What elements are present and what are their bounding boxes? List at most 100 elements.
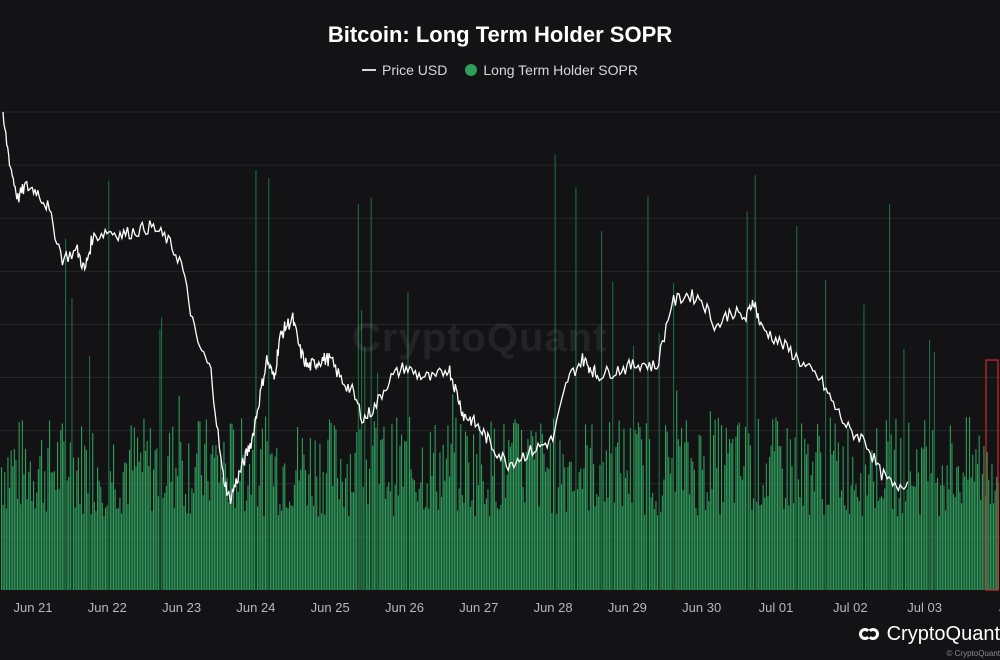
sopr-bar [444, 480, 446, 590]
sopr-bar [52, 472, 54, 590]
sopr-bar [433, 452, 435, 590]
sopr-bar [229, 423, 231, 590]
sopr-bar [77, 457, 79, 590]
sopr-bar [114, 489, 116, 590]
sopr-bar [572, 491, 574, 590]
sopr-bar [530, 430, 532, 590]
sopr-bar [233, 429, 235, 590]
sopr-bar [223, 441, 225, 590]
sopr-bar [319, 443, 321, 590]
sopr-bar [612, 281, 614, 590]
sopr-bar [33, 481, 35, 590]
sopr-bar [521, 429, 523, 590]
sopr-bar [20, 504, 22, 590]
sopr-bar [881, 496, 883, 590]
sopr-bar [561, 484, 563, 590]
sopr-bar [724, 465, 726, 590]
sopr-bar [47, 448, 49, 590]
sopr-bar [85, 450, 87, 590]
sopr-bar [500, 504, 502, 590]
sopr-bar [397, 495, 399, 590]
sopr-bar [386, 486, 388, 590]
sopr-bar [5, 508, 7, 590]
sopr-bar [375, 427, 377, 590]
sopr-bar [599, 464, 601, 590]
sopr-bar [540, 423, 542, 590]
sopr-bar [956, 467, 958, 590]
sopr-bar [167, 456, 169, 590]
sopr-bar [301, 438, 303, 590]
legend-item-sopr[interactable]: Long Term Holder SOPR [465, 62, 638, 78]
sopr-bar [898, 498, 900, 590]
sopr-bar [231, 423, 233, 590]
sopr-bar [962, 472, 964, 590]
sopr-bar [940, 485, 942, 590]
sopr-bar [801, 423, 803, 590]
sopr-bar [159, 329, 161, 590]
sopr-bar [295, 470, 297, 590]
sopr-bar [429, 432, 431, 590]
sopr-bar [119, 497, 121, 590]
sopr-bar [369, 468, 371, 590]
sopr-bar [524, 502, 526, 590]
sopr-bar [194, 467, 196, 590]
sopr-bar [303, 454, 305, 590]
sopr-bar [700, 436, 702, 590]
sopr-bar [833, 450, 835, 590]
sopr-bar [890, 434, 892, 590]
x-tick-label: Jun 22 [88, 600, 127, 615]
sopr-bar [996, 476, 998, 590]
sopr-bar [781, 468, 783, 590]
sopr-bar [626, 470, 628, 590]
sopr-bar [469, 506, 471, 590]
sopr-bar [460, 424, 462, 590]
sopr-bar [407, 292, 409, 590]
sopr-bar [860, 473, 862, 590]
sopr-bar [257, 506, 259, 590]
sopr-bar [201, 475, 203, 590]
sopr-bar [285, 507, 287, 590]
sopr-bar [474, 516, 476, 590]
sopr-bar [401, 434, 403, 590]
sopr-bar [25, 448, 27, 590]
legend-dot-icon [465, 64, 478, 76]
sopr-bar [517, 423, 519, 590]
sopr-bar [546, 467, 548, 590]
sopr-bar [709, 411, 711, 590]
sopr-bar [180, 442, 182, 590]
sopr-bar [196, 453, 198, 590]
sopr-bar [929, 339, 931, 590]
sopr-bar [431, 475, 433, 590]
sopr-bar [137, 437, 139, 590]
sopr-bar [557, 487, 559, 590]
sopr-bar [797, 479, 799, 590]
sopr-bar [865, 464, 867, 590]
sopr-bar [554, 154, 556, 591]
legend-item-price[interactable]: Price USD [362, 62, 447, 78]
sopr-bar [786, 428, 788, 590]
sopr-bar [97, 467, 99, 590]
sopr-bar [911, 485, 913, 590]
sopr-bar [269, 454, 271, 590]
sopr-bar [93, 501, 95, 590]
sopr-bar [746, 211, 748, 590]
sopr-bar [853, 490, 855, 590]
sopr-bar [221, 477, 223, 590]
sopr-bar [770, 445, 772, 590]
sopr-bar [777, 421, 779, 590]
sopr-bar [228, 502, 230, 590]
sopr-bar [855, 484, 857, 590]
sopr-bar [585, 424, 587, 590]
sopr-bar [482, 481, 484, 590]
sopr-bar [381, 439, 383, 590]
sopr-bar [218, 482, 220, 590]
sopr-bar [876, 428, 878, 590]
sopr-bar [434, 425, 436, 590]
sopr-bar [581, 488, 583, 590]
sopr-bar [45, 511, 47, 590]
sopr-bar [959, 491, 961, 590]
sopr-bar [402, 486, 404, 590]
sopr-bar [109, 471, 111, 590]
sopr-bar [127, 504, 129, 590]
sopr-bar [154, 450, 156, 590]
